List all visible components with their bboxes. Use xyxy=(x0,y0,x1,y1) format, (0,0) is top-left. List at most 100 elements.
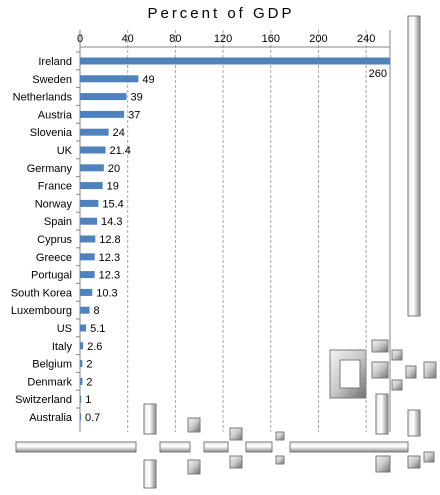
bar xyxy=(80,110,125,118)
x-tick-label: 0 xyxy=(77,33,83,45)
data-label: 12.3 xyxy=(99,252,120,264)
bar xyxy=(80,271,95,279)
category-label: Germany xyxy=(27,163,73,175)
bar xyxy=(80,164,104,172)
data-label: 10.3 xyxy=(96,287,117,299)
ornament-piece xyxy=(229,455,243,469)
bar xyxy=(80,199,99,207)
category-label: Austria xyxy=(38,109,73,121)
data-label: 14.3 xyxy=(101,216,122,228)
x-axis-ticks: 0 40 80 120 160 200 240 xyxy=(77,33,375,45)
x-tick-label: 120 xyxy=(214,33,232,45)
ornament-piece xyxy=(375,393,389,435)
ornament-piece xyxy=(159,441,191,453)
x-tick-label: 40 xyxy=(122,33,134,45)
ornament-piece xyxy=(371,339,389,353)
category-label: Slovenia xyxy=(30,127,73,139)
x-tick-label: 240 xyxy=(357,33,375,45)
category-label: Norway xyxy=(35,198,73,210)
ornament-piece xyxy=(391,379,403,391)
data-label: 8 xyxy=(94,305,100,317)
data-label: 19 xyxy=(107,181,119,193)
ornament-piece xyxy=(339,359,361,389)
data-label: 20 xyxy=(108,163,120,175)
ornament-piece xyxy=(289,441,409,453)
bars xyxy=(80,57,390,421)
bar xyxy=(80,57,390,65)
bar xyxy=(80,324,87,332)
data-label: 12.3 xyxy=(99,270,120,282)
category-label: Netherlands xyxy=(13,92,73,104)
bar xyxy=(80,253,95,261)
data-label: 37 xyxy=(128,109,140,121)
bar xyxy=(80,377,83,385)
ornament-piece xyxy=(371,361,389,379)
ornament-piece xyxy=(391,349,403,361)
category-label: Cyprus xyxy=(37,234,72,246)
bar xyxy=(80,360,83,368)
category-labels: Ireland Sweden Netherlands Austria Slovenia U… xyxy=(11,56,73,424)
x-tick-label: 80 xyxy=(169,33,181,45)
category-label: Belgium xyxy=(32,359,72,371)
ornament-piece xyxy=(203,441,229,453)
bar xyxy=(80,146,106,154)
bar xyxy=(80,306,90,314)
data-label: 1 xyxy=(85,394,91,406)
ornament-piece xyxy=(15,441,137,453)
bar xyxy=(80,75,139,83)
data-label: 12.8 xyxy=(99,234,120,246)
ornament-piece xyxy=(229,427,243,441)
ornament-piece xyxy=(407,455,421,469)
ornament-piece xyxy=(423,361,437,379)
data-label: 15.4 xyxy=(102,198,123,210)
data-label: 24 xyxy=(113,127,125,139)
bar xyxy=(80,288,93,296)
ornament-piece xyxy=(275,431,285,441)
bar xyxy=(80,217,98,225)
category-label: South Korea xyxy=(11,287,73,299)
decorative-frame-ornament xyxy=(15,15,437,489)
data-label: 2.6 xyxy=(87,341,102,353)
data-label: 39 xyxy=(131,92,143,104)
category-label: UK xyxy=(57,145,73,157)
category-label: Australia xyxy=(29,412,73,424)
data-label: 49 xyxy=(142,74,154,86)
category-label: Sweden xyxy=(32,74,72,86)
ornament-piece xyxy=(407,15,421,317)
bar xyxy=(80,342,84,350)
category-label: Switzerland xyxy=(15,394,72,406)
bar xyxy=(80,235,96,243)
ornament-piece xyxy=(407,409,421,437)
data-label: 5.1 xyxy=(90,323,105,335)
x-tick-label: 160 xyxy=(262,33,280,45)
category-label: Luxembourg xyxy=(11,305,72,317)
ornament-piece xyxy=(405,365,417,379)
data-label: 0.7 xyxy=(85,412,100,424)
bar xyxy=(80,182,103,190)
category-label: France xyxy=(38,181,72,193)
ornament-piece xyxy=(187,459,201,475)
category-label: US xyxy=(57,323,72,335)
bar xyxy=(80,93,127,101)
data-label: 260 xyxy=(369,68,387,80)
category-label: Spain xyxy=(44,216,72,228)
chart-title: Percent of GDP xyxy=(147,5,294,22)
data-label: 2 xyxy=(86,376,92,388)
category-label: Ireland xyxy=(38,56,72,68)
ornament-piece xyxy=(143,403,157,435)
ornament-piece xyxy=(423,451,435,463)
bar xyxy=(80,413,81,421)
category-label: Portugal xyxy=(31,270,72,282)
bar xyxy=(80,395,82,403)
ornament-piece xyxy=(143,459,157,489)
data-label: 21.4 xyxy=(110,145,131,157)
ornament-piece xyxy=(275,455,285,465)
category-label: Greece xyxy=(36,252,72,264)
x-tick-label: 200 xyxy=(309,33,327,45)
bar xyxy=(80,128,109,136)
ornament-piece xyxy=(187,417,201,433)
category-label: Italy xyxy=(52,341,73,353)
